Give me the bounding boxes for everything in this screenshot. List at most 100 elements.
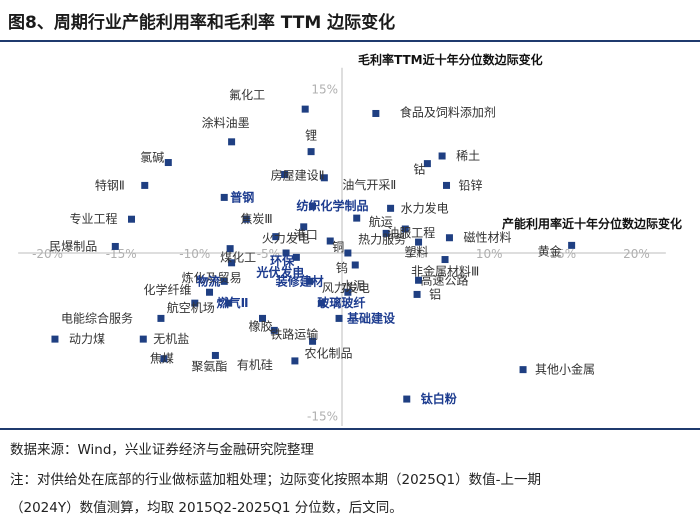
y-axis-title: 毛利率TTM近十年分位数边际变化 bbox=[358, 52, 543, 67]
data-point bbox=[301, 105, 309, 113]
point-label: 特钢Ⅱ bbox=[95, 177, 125, 192]
data-point bbox=[309, 337, 317, 345]
data-point bbox=[415, 238, 423, 246]
point-label: 钴 bbox=[413, 162, 425, 177]
data-point bbox=[401, 225, 409, 233]
data-point bbox=[309, 202, 317, 210]
point-label: 高速公路 bbox=[421, 272, 469, 287]
point-label: 橡胶 bbox=[249, 318, 273, 333]
data-point bbox=[568, 241, 576, 249]
y-tick-label: -15% bbox=[307, 410, 338, 424]
figure-title: 图8、周期行业产能利用率和毛利率 TTM 边际变化 bbox=[8, 13, 396, 33]
point-label: 食品及饲料添加剂 bbox=[400, 104, 496, 119]
note-line-1: 注：对供给处在底部的行业做标蓝加粗处理；边际变化按照本期（2025Q1）数值-上… bbox=[10, 472, 541, 488]
data-point bbox=[320, 174, 328, 182]
y-tick-label: 15% bbox=[311, 83, 338, 97]
x-tick-label: 5% bbox=[406, 247, 425, 261]
point-label: 铝 bbox=[429, 286, 441, 301]
point-label: 光伏发电 bbox=[255, 264, 304, 279]
point-label: 炼化及贸易 bbox=[182, 270, 242, 285]
data-point bbox=[282, 249, 290, 257]
point-label: 纺织化学制品 bbox=[297, 198, 369, 213]
data-point bbox=[353, 214, 361, 222]
point-label: 塑料 bbox=[405, 244, 429, 259]
point-label: 装修建材 bbox=[275, 273, 324, 288]
data-point bbox=[139, 335, 147, 343]
data-point bbox=[441, 256, 449, 264]
point-label: 房屋建设Ⅱ bbox=[271, 168, 325, 183]
point-label: 涂料油墨 bbox=[202, 115, 250, 130]
point-label: 铜 bbox=[332, 239, 344, 254]
data-point bbox=[191, 299, 199, 307]
data-point bbox=[300, 223, 308, 231]
data-point bbox=[306, 277, 314, 285]
point-label: 油服工程 bbox=[387, 225, 435, 240]
point-label: 农化制品 bbox=[305, 346, 353, 360]
point-label: 玻璃玻纤 bbox=[317, 295, 365, 310]
title-bar: 图8、周期行业产能利用率和毛利率 TTM 边际变化 bbox=[0, 0, 700, 42]
data-point bbox=[344, 249, 352, 257]
data-point bbox=[403, 395, 411, 403]
data-point bbox=[225, 299, 233, 307]
x-tick-label: -10% bbox=[179, 247, 210, 261]
point-label: 燃气Ⅱ bbox=[217, 295, 249, 310]
data-point bbox=[344, 288, 352, 296]
data-point bbox=[206, 288, 214, 296]
x-tick-label: 10% bbox=[476, 247, 503, 261]
footer: 数据来源：Wind，兴业证券经济与金融研究院整理 注：对供给处在底部的行业做标蓝… bbox=[0, 428, 700, 516]
point-label: 水泥 bbox=[341, 279, 365, 293]
point-label: 无机盐 bbox=[153, 332, 189, 346]
point-label: 基础建设 bbox=[346, 310, 396, 325]
data-point bbox=[415, 276, 423, 284]
point-label: 铁路运输 bbox=[270, 326, 318, 341]
point-label: 物流 bbox=[196, 273, 220, 288]
data-point bbox=[326, 237, 334, 245]
source-note: 数据来源：Wind，兴业证券经济与金融研究院整理 bbox=[10, 442, 314, 458]
data-point bbox=[335, 314, 343, 322]
data-point bbox=[228, 138, 236, 146]
data-point bbox=[164, 159, 172, 167]
point-label: 热力服务 bbox=[358, 231, 406, 246]
data-point bbox=[51, 335, 59, 343]
x-tick-label: -20% bbox=[32, 247, 63, 261]
scatter-chart: -20% -15% -10% -5% 5% 10% 15% 20% 15% -15% 氟化工食品及… bbox=[18, 52, 682, 426]
note-line-2: （2024Y）数值测算，均取 2015Q2-2025Q1 分位数，后文同。 bbox=[10, 500, 403, 516]
point-label: 油气开采Ⅱ bbox=[342, 177, 396, 192]
data-point bbox=[351, 261, 359, 269]
point-label: 钛白粉 bbox=[421, 391, 457, 406]
data-point bbox=[242, 215, 250, 223]
data-point bbox=[438, 152, 446, 160]
point-label: 焦煤 bbox=[150, 352, 174, 366]
point-label: 黄金 bbox=[538, 243, 562, 258]
data-point bbox=[281, 171, 289, 179]
data-point bbox=[445, 234, 453, 242]
data-point bbox=[128, 215, 136, 223]
data-point bbox=[292, 253, 300, 261]
point-label: 氯碱 bbox=[140, 151, 164, 165]
tick-labels: -20% -15% -10% -5% 5% 10% 15% 20% 15% -15% bbox=[32, 83, 650, 424]
data-point bbox=[220, 193, 228, 201]
data-point bbox=[272, 233, 280, 241]
data-point bbox=[317, 299, 325, 307]
data-point bbox=[423, 160, 431, 168]
point-label: 电能综合服务 bbox=[61, 310, 133, 325]
point-label: 风力发电 bbox=[322, 280, 370, 295]
point-label: 聚氨酯 bbox=[191, 359, 227, 373]
data-point bbox=[519, 366, 527, 374]
point-label: 氟化工 bbox=[229, 88, 265, 102]
x-tick-label: -5% bbox=[257, 247, 280, 261]
point-label: 铅锌 bbox=[459, 178, 483, 192]
data-point bbox=[226, 245, 234, 253]
point-label: 航运 bbox=[369, 214, 393, 229]
x-tick-label: -15% bbox=[106, 247, 137, 261]
point-label: 环保 bbox=[270, 253, 295, 268]
data-point bbox=[157, 314, 165, 322]
data-point bbox=[387, 204, 395, 212]
data-point bbox=[443, 181, 451, 189]
point-label: 水力发电 bbox=[401, 200, 449, 215]
point-label: 煤化工 bbox=[220, 251, 256, 265]
data-point bbox=[259, 314, 267, 322]
point-label: 磁性材料 bbox=[463, 230, 511, 245]
x-tick-label: 15% bbox=[549, 247, 576, 261]
